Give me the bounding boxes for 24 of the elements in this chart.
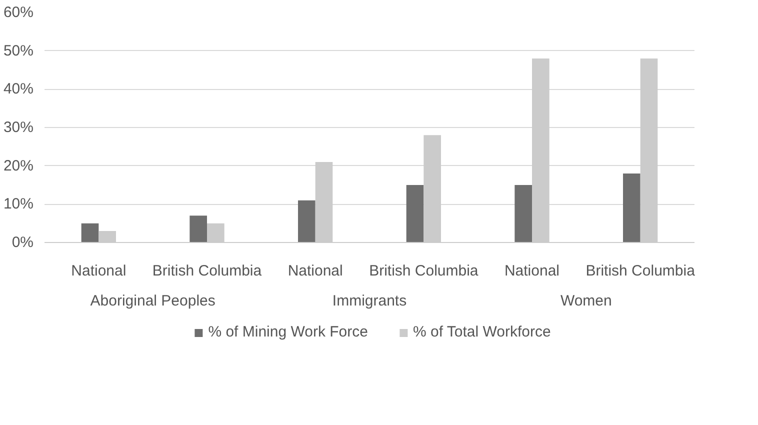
y-tick-label: 10% — [3, 196, 34, 213]
text: Women — [560, 292, 612, 310]
y-tick-label: 60% — [3, 4, 34, 21]
bar — [190, 216, 207, 242]
y-tick-label: 30% — [3, 119, 34, 136]
x-tick-label: National — [288, 262, 343, 280]
x-tick-label: British Columbia — [586, 262, 696, 280]
x-tick-label: National — [71, 262, 126, 280]
y-tick-label: 0% — [12, 234, 34, 251]
bar — [514, 185, 532, 242]
y-tick-label: 50% — [3, 42, 34, 60]
y-tick-label: 40% — [3, 80, 34, 98]
y-tick-label: 20% — [3, 157, 34, 174]
x-tick-label: British Columbia — [369, 262, 479, 280]
x-tick-label: National — [504, 262, 560, 280]
text: Aboriginal Peoples — [90, 292, 216, 310]
bar — [81, 223, 99, 242]
x-tick-label: British Columbia — [152, 262, 262, 280]
bar — [406, 185, 424, 242]
text: Immigrants — [332, 292, 407, 310]
bar — [623, 174, 640, 242]
bar — [298, 200, 316, 242]
legend-label: % of Total Workforce — [412, 324, 551, 340]
legend-label: % of Mining Work Force — [208, 324, 368, 340]
